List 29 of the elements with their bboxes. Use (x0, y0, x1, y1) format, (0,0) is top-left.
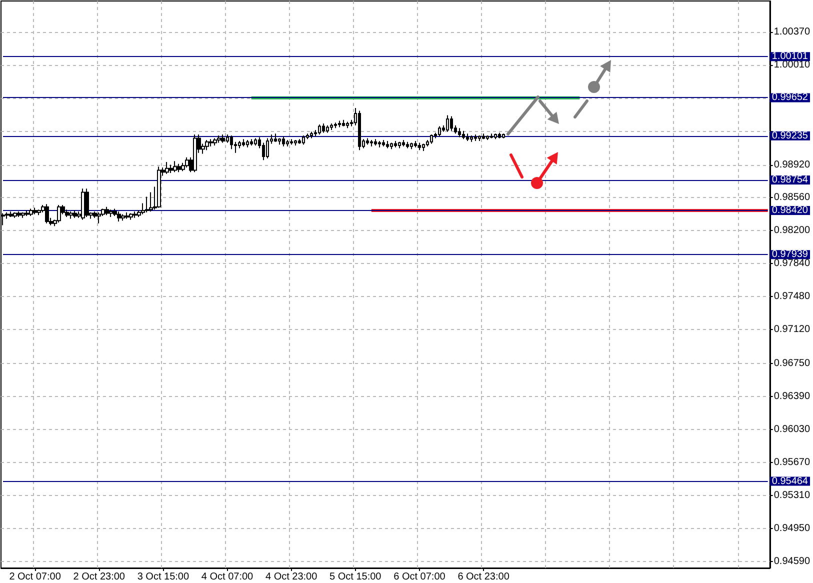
x-tick-label: 4 Oct 07:00 (201, 572, 254, 582)
ref-line-label: 0.99652 (772, 92, 808, 104)
y-tick-label: 0.98560 (774, 192, 810, 204)
y-tick-label: 0.97840 (774, 258, 810, 270)
y-tick-label: 0.96390 (774, 390, 810, 402)
ref-line-label: 0.98754 (772, 174, 808, 186)
y-tick-label: 0.98200 (774, 225, 810, 236)
ref-line-label: 0.97939 (772, 249, 808, 260)
y-tick-label: 0.95670 (774, 456, 810, 468)
y-tick-label: 0.97480 (774, 291, 810, 302)
y-tick-label: 0.96030 (774, 424, 810, 435)
y-tick-label: 0.95310 (774, 490, 810, 501)
x-tick-label: 2 Oct 07:00 (9, 572, 62, 582)
x-tick-label: 6 Oct 23:00 (458, 572, 510, 582)
x-tick-label: 5 Oct 15:00 (330, 572, 382, 582)
y-tick-label: 0.98920 (774, 159, 810, 170)
x-tick-label: 2 Oct 23:00 (73, 572, 126, 582)
y-tick-label: 1.00370 (774, 26, 810, 38)
ref-line-label: 1.00101 (772, 51, 808, 62)
ref-line-label: 0.98420 (772, 205, 808, 216)
y-tick-label: 0.94950 (774, 522, 810, 534)
y-tick-label: 0.97120 (774, 324, 810, 336)
y-tick-label: 0.94590 (774, 556, 810, 567)
ref-line-label: 0.99235 (772, 130, 808, 142)
x-tick-label: 3 Oct 15:00 (137, 572, 190, 582)
y-tick-label: 0.96750 (774, 358, 810, 369)
x-tick-label: 6 Oct 07:00 (394, 572, 446, 582)
x-tick-label: 4 Oct 23:00 (265, 572, 318, 582)
ref-line-label: 0.95464 (772, 476, 808, 487)
